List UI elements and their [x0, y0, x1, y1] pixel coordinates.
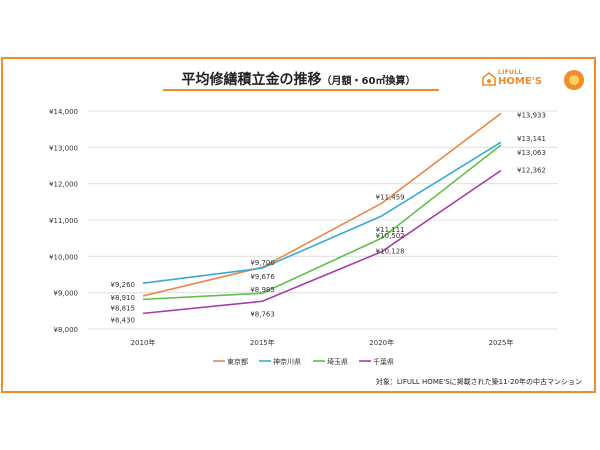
data-label: ¥13,933: [517, 111, 546, 119]
footnote: 対象：LIFULL HOME'Sに掲載された築11-20年の中古マンション: [375, 378, 582, 386]
data-label: ¥11,459: [376, 193, 405, 201]
data-label: ¥13,063: [517, 149, 546, 157]
logo-text-main: HOME'S: [498, 76, 542, 87]
legend-item: 東京都: [227, 357, 248, 366]
chart-title-sub: （月額・60㎡換算）: [321, 76, 416, 87]
lifull-homes-logo: LIFULL HOME'S: [480, 67, 586, 93]
title-underline: [163, 89, 439, 91]
x-tick-label: 2025年: [489, 338, 514, 347]
series-line-3: [142, 144, 502, 301]
x-tick-label: 2015年: [250, 338, 275, 347]
y-tick-label: ¥9,000: [54, 290, 79, 298]
data-label: ¥8,430: [111, 316, 136, 324]
x-tick-label: 2010年: [131, 338, 156, 347]
chart-title: 平均修繕積立金の推移（月額・60㎡換算）: [3, 69, 594, 89]
data-label: ¥12,362: [517, 167, 546, 175]
y-tick-label: ¥13,000: [49, 144, 78, 152]
data-label: ¥10,128: [376, 248, 405, 256]
data-label: ¥9,676: [250, 273, 275, 281]
data-label: ¥9,700: [250, 259, 274, 267]
series-line-4: [142, 169, 502, 315]
data-label: ¥8,763: [250, 310, 274, 318]
logo-text-small: LIFULL: [498, 69, 523, 76]
y-tick-label: ¥12,000: [49, 181, 78, 189]
data-label: ¥8,815: [111, 304, 136, 312]
series-line-1: [142, 112, 502, 297]
data-label: ¥8,985: [250, 286, 274, 294]
data-label: ¥11,111: [376, 226, 405, 234]
y-tick-label: ¥8,000: [54, 326, 79, 334]
chart-title-main: 平均修繕積立金の推移: [181, 72, 322, 88]
data-label: ¥9,260: [111, 281, 136, 289]
y-tick-label: ¥10,000: [49, 253, 78, 261]
legend-item: 千葉県: [373, 357, 394, 366]
house-icon: [482, 71, 496, 86]
data-label: ¥8,910: [111, 294, 136, 302]
chart-frame: 平均修繕積立金の推移（月額・60㎡換算） LIFULL HOME'S ¥8,00…: [1, 57, 596, 393]
y-tick-label: ¥11,000: [49, 217, 78, 225]
legend-item: 埼玉県: [327, 357, 348, 366]
data-label: ¥13,141: [517, 135, 546, 143]
x-tick-label: 2020年: [369, 338, 394, 347]
data-label: ¥10,502: [376, 232, 405, 240]
legend-item: 神奈川県: [273, 357, 301, 366]
mascot-icon: [564, 70, 584, 90]
line-chart: ¥8,000 ¥9,000 ¥10,000 ¥11,000 ¥12,000 ¥13,000…: [49, 108, 558, 366]
series-line-2: [142, 141, 502, 285]
y-tick-label: ¥14,000: [49, 108, 78, 116]
